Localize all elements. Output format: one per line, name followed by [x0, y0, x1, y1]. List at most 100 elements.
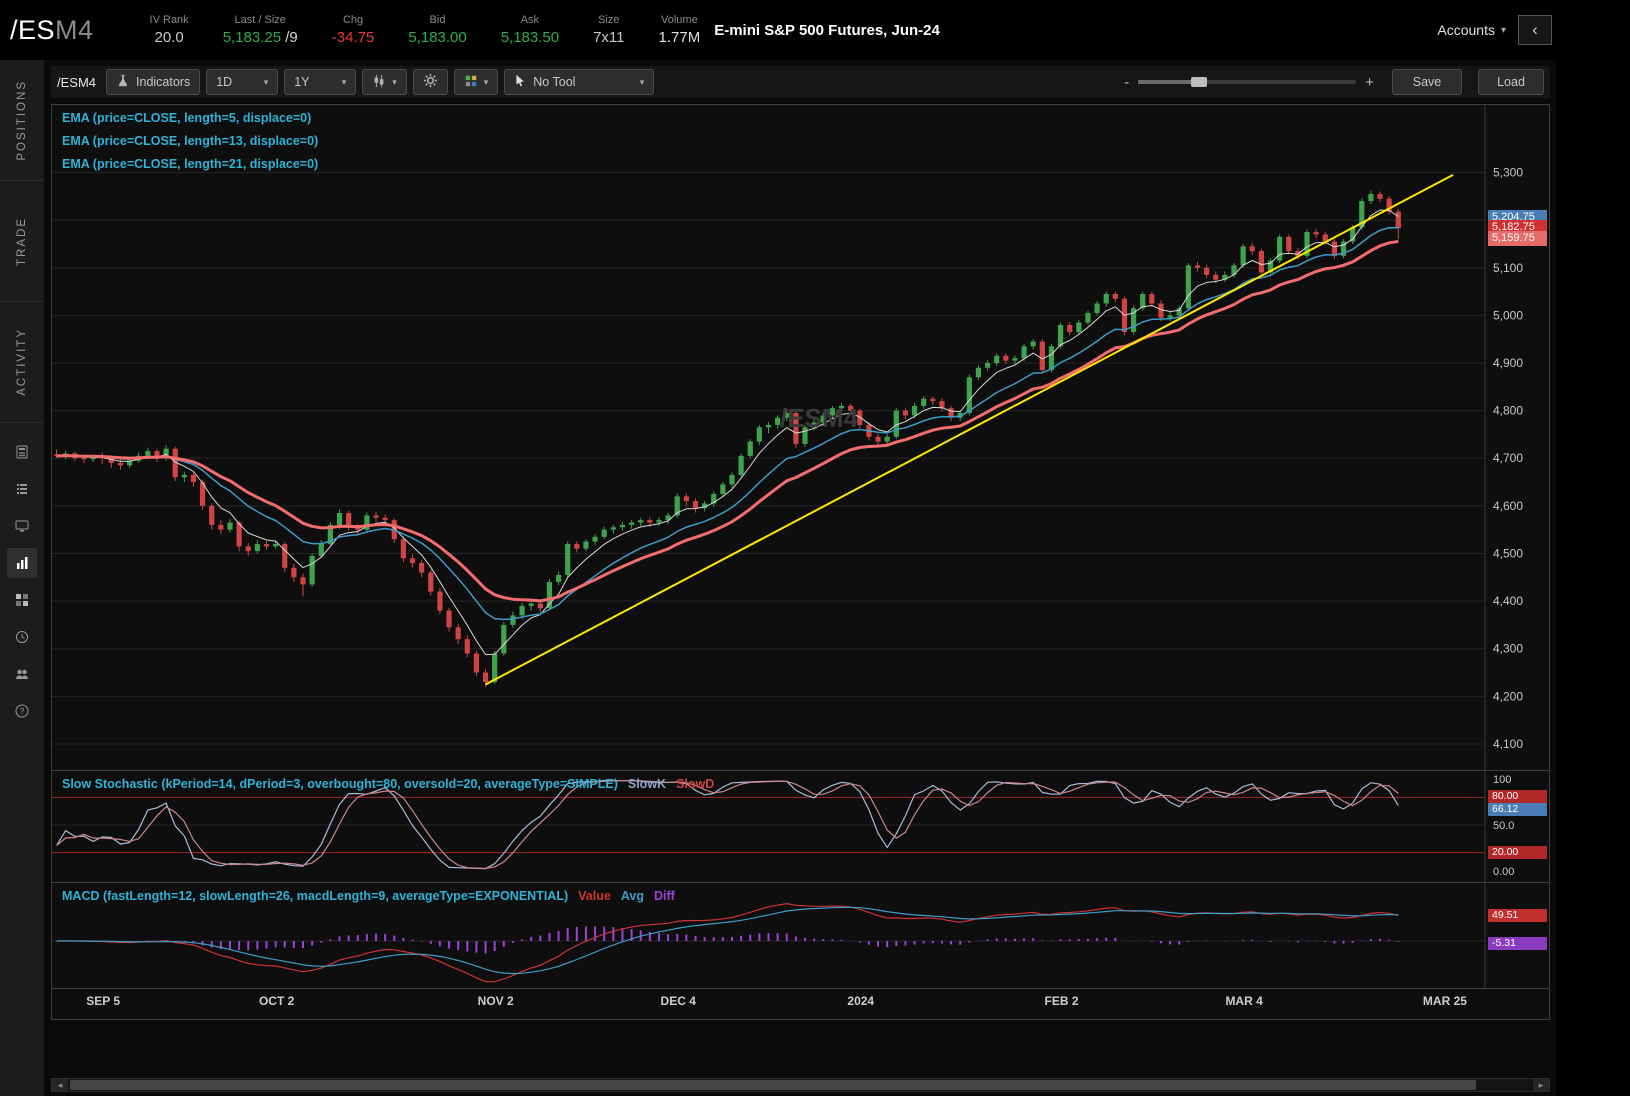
axis-value-badge: 49.51 [1488, 909, 1547, 923]
price-panel: EMA (price=CLOSE, length=5, displace=0) E… [52, 105, 1549, 771]
history-icon[interactable] [7, 622, 37, 652]
quote-field-ask: Ask 5,183.50 [500, 14, 560, 46]
macd-avg-label: Avg [620, 889, 644, 903]
ema-study-label-1: EMA (price=CLOSE, length=5, displace=0) [62, 111, 312, 125]
calculator-icon[interactable] [7, 437, 37, 467]
flask-icon [116, 74, 130, 91]
stochastic-panel: Slow Stochastic (kPeriod=14, dPeriod=3, … [52, 771, 1549, 883]
ema-study-label-2: EMA (price=CLOSE, length=13, displace=0) [62, 134, 319, 148]
zoom-in-button[interactable]: + [1365, 73, 1374, 91]
symbol-watermark: /ESM4 [780, 403, 859, 433]
time-axis-label: FEB 2 [1044, 994, 1079, 1008]
quote-field-last-size: Last / Size 5,183.25 /9 [222, 14, 298, 46]
indicators-button[interactable]: Indicators [106, 69, 201, 95]
svg-text:5,300: 5,300 [1493, 166, 1523, 180]
load-button[interactable]: Load [1478, 69, 1544, 95]
quote-field-bid: Bid 5,183.00 [408, 14, 467, 46]
quote-fields: IV Rank 20.0 Last / Size 5,183.25 /9 Chg -34.… [150, 14, 701, 46]
chart-container: EMA (price=CLOSE, length=5, displace=0) E… [51, 104, 1550, 1020]
quote-field-volume: Volume 1.77M [658, 14, 701, 46]
axis-value-badge: 80.00 [1488, 790, 1547, 804]
stochastic-study-label: Slow Stochastic (kPeriod=14, dPeriod=3, … [62, 777, 715, 791]
stochastic-canvas[interactable]: 100 50.0 0.00 [52, 771, 1549, 883]
timeframe-dropdown[interactable]: 1D ▾ [206, 69, 279, 95]
zoom-control: - + [1124, 74, 1374, 91]
sidebar-tab-activity[interactable]: ACTIVITY [0, 302, 44, 423]
scrollbar-thumb[interactable] [70, 1080, 1477, 1090]
scrollbar-track[interactable] [68, 1079, 1533, 1091]
chevron-down-icon: ▾ [483, 76, 489, 87]
svg-text:5,000: 5,000 [1493, 308, 1523, 322]
svg-text:0.00: 0.00 [1493, 866, 1514, 878]
svg-text:4,300: 4,300 [1493, 642, 1523, 656]
axis-value-badge: 20.00 [1488, 845, 1547, 859]
zoom-out-button[interactable]: - [1124, 73, 1130, 91]
stoch-slowk-label: SlowK [627, 777, 667, 791]
left-sidebar: POSITIONS TRADE ACTIVITY ? [0, 60, 45, 1096]
grid-layout-dropdown[interactable]: ▾ [453, 69, 499, 95]
macd-canvas[interactable] [52, 883, 1549, 989]
macd-value-label: Value [578, 889, 611, 903]
time-axis-label: SEP 5 [86, 994, 121, 1008]
chevron-down-icon: ▾ [1500, 24, 1506, 36]
save-button[interactable]: Save [1392, 69, 1462, 95]
svg-text:?: ? [20, 707, 25, 716]
chart-toolbar: /ESM4 Indicators 1D ▾ 1Y ▾ ▾ ▾ No Tool ▾ [51, 66, 1550, 98]
time-axis: SEP 5 OCT 2 NOV 2 DEC 4 2024 FEB 2 MAR 4 MAR 25 [52, 989, 1549, 1014]
svg-text:50.0: 50.0 [1493, 820, 1514, 832]
monitor-icon[interactable] [7, 511, 37, 541]
quote-field-iv-rank: IV Rank 20.0 [149, 14, 189, 46]
svg-text:4,900: 4,900 [1493, 356, 1523, 370]
collapse-panel-button[interactable]: ‹ [1518, 15, 1552, 45]
community-icon[interactable] [7, 659, 37, 689]
watchlist-icon[interactable] [7, 474, 37, 504]
svg-text:100: 100 [1493, 774, 1511, 786]
svg-text:4,600: 4,600 [1493, 499, 1523, 513]
stoch-slowd-label: SlowD [676, 777, 715, 791]
svg-text:4,400: 4,400 [1493, 594, 1523, 608]
header-symbol: /ESM4 [10, 14, 94, 45]
chart-gadget: /ESM4 Indicators 1D ▾ 1Y ▾ ▾ ▾ No Tool ▾ [45, 60, 1556, 1096]
chart-scrollbar: ◂ ▸ [51, 1078, 1550, 1092]
chart-icon[interactable] [7, 548, 37, 578]
sidebar-tab-positions[interactable]: POSITIONS [0, 60, 44, 181]
sidebar-tab-trade[interactable]: TRADE [0, 181, 44, 302]
macd-study-label: MACD (fastLength=12, slowLength=26, macd… [62, 889, 675, 903]
axis-value-badge: 5,159.75 [1488, 231, 1547, 247]
svg-text:4,500: 4,500 [1493, 546, 1523, 560]
scroll-left-icon[interactable]: ◂ [52, 1079, 68, 1091]
svg-text:4,100: 4,100 [1493, 737, 1523, 751]
time-axis-label: NOV 2 [477, 994, 514, 1008]
accounts-menu[interactable]: Accounts ▾ [1437, 22, 1506, 38]
svg-text:4,800: 4,800 [1493, 404, 1523, 418]
quote-header: /ESM4 IV Rank 20.0 Last / Size 5,183.25 /9 C… [0, 0, 1556, 60]
svg-text:4,200: 4,200 [1493, 689, 1523, 703]
zoom-slider-handle[interactable] [1190, 77, 1207, 87]
svg-text:4,700: 4,700 [1493, 451, 1523, 465]
time-axis-label: DEC 4 [660, 994, 696, 1008]
zoom-slider[interactable] [1138, 77, 1357, 87]
macd-diff-label: Diff [653, 889, 675, 903]
axis-value-badge: -5.31 [1488, 936, 1547, 950]
time-axis-label: 2024 [847, 994, 875, 1008]
price-chart-canvas[interactable]: 4,100 4,200 4,300 4,400 4,500 4,600 4,700 4,800… [52, 105, 1549, 771]
toolbar-symbol-label: /ESM4 [57, 74, 97, 90]
range-dropdown[interactable]: 1Y ▾ [284, 69, 357, 95]
time-axis-label: MAR 4 [1225, 994, 1263, 1008]
candlestick-icon [372, 74, 386, 91]
help-icon[interactable]: ? [7, 696, 37, 726]
time-axis-label: MAR 25 [1422, 994, 1467, 1008]
chart-settings-button[interactable] [412, 69, 448, 95]
time-axis-label: OCT 2 [258, 994, 295, 1008]
chart-style-dropdown[interactable]: ▾ [362, 69, 407, 95]
quote-field-size: Size 7x11 [593, 14, 625, 46]
macd-panel: MACD (fastLength=12, slowLength=26, macd… [52, 883, 1549, 989]
chevron-down-icon: ▾ [639, 76, 645, 87]
svg-text:5,100: 5,100 [1493, 261, 1523, 275]
cursor-icon [514, 74, 527, 90]
ema-study-label-3: EMA (price=CLOSE, length=21, displace=0) [62, 157, 319, 171]
grid-icon[interactable] [7, 585, 37, 615]
drawing-tool-dropdown[interactable]: No Tool ▾ [504, 69, 655, 95]
axis-value-badge: 66.12 [1488, 803, 1547, 817]
scroll-right-icon[interactable]: ▸ [1533, 1079, 1549, 1091]
